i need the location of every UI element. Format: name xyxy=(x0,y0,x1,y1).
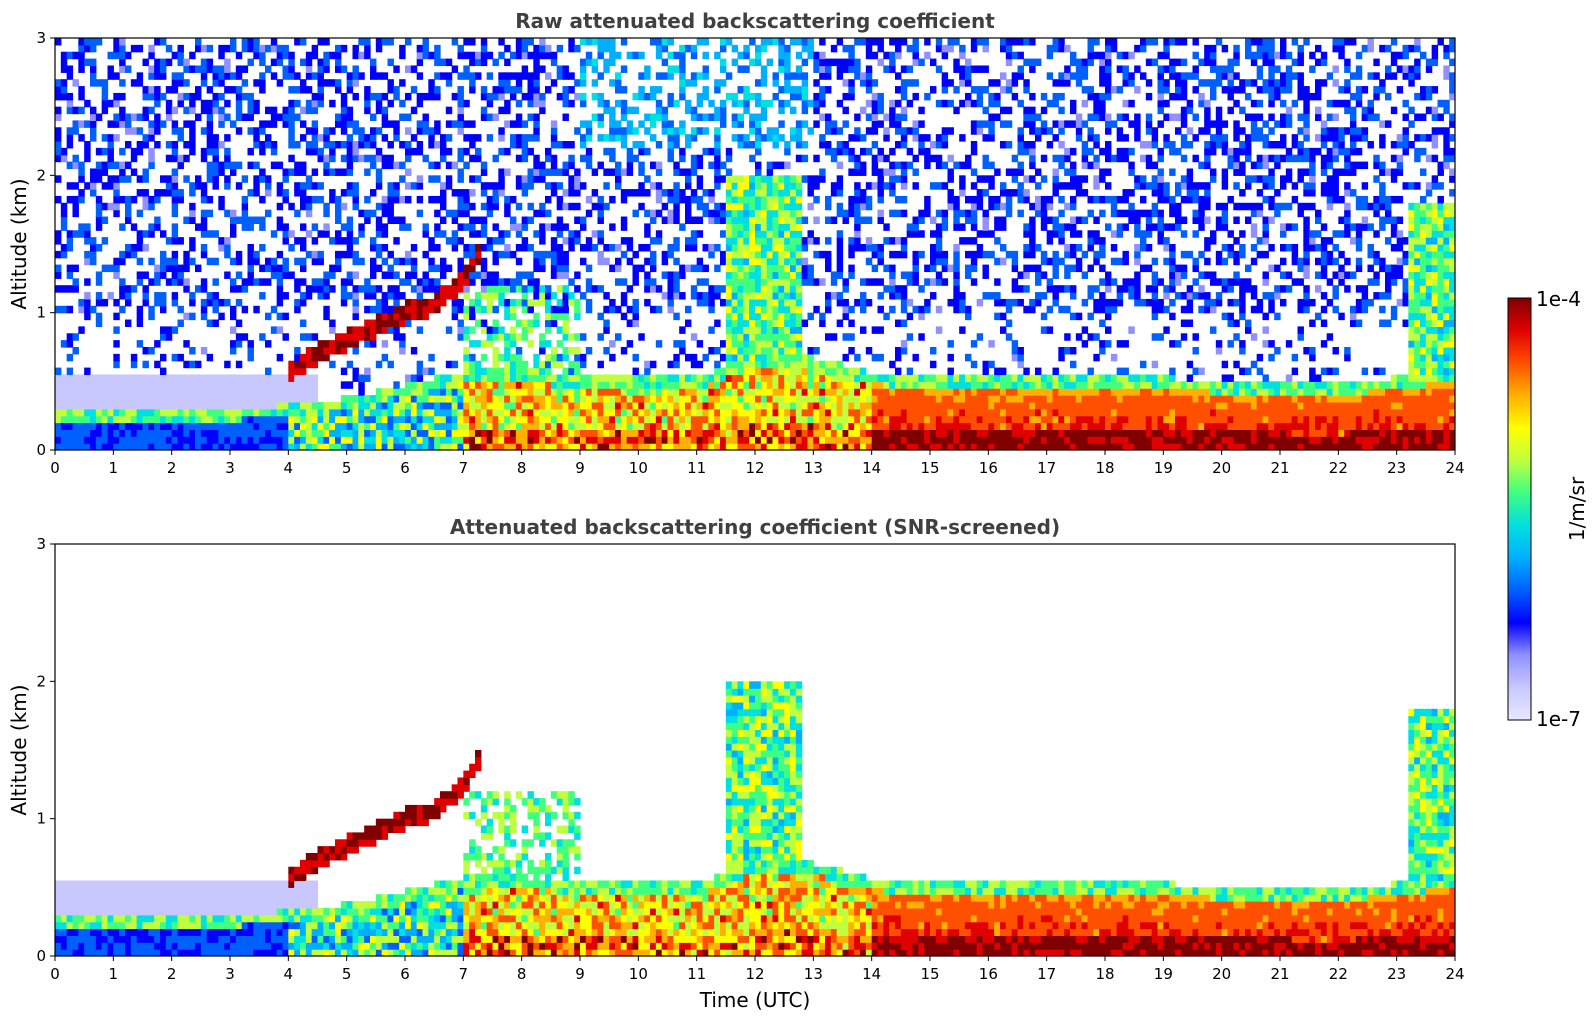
x-tick-label: 15 xyxy=(920,965,939,983)
x-tick-label: 12 xyxy=(745,965,764,983)
x-tick-label: 17 xyxy=(1037,459,1056,477)
x-tick-label: 24 xyxy=(1445,459,1464,477)
colorbar-unit-label: 1/m/sr xyxy=(1565,476,1589,541)
y-tick-label: 1 xyxy=(36,304,46,322)
x-tick-label: 8 xyxy=(517,965,527,983)
x-tick-label: 23 xyxy=(1387,459,1406,477)
x-tick-label: 13 xyxy=(804,459,823,477)
x-tick-label: 20 xyxy=(1212,459,1231,477)
x-tick-label: 3 xyxy=(225,459,235,477)
x-tick-label: 17 xyxy=(1037,965,1056,983)
x-tick-label: 3 xyxy=(225,965,235,983)
heatmap-raw xyxy=(55,38,1455,450)
x-tick-label: 16 xyxy=(979,965,998,983)
x-tick-label: 20 xyxy=(1212,965,1231,983)
x-tick-label: 2 xyxy=(167,965,177,983)
x-tick-label: 9 xyxy=(575,459,585,477)
y-axis-label: Altitude (km) xyxy=(7,178,31,309)
x-tick-label: 15 xyxy=(920,459,939,477)
x-tick-label: 13 xyxy=(804,965,823,983)
y-tick-label: 2 xyxy=(36,672,46,690)
y-tick-label: 1 xyxy=(36,810,46,828)
y-tick-label: 0 xyxy=(36,947,46,965)
x-tick-label: 5 xyxy=(342,965,352,983)
x-tick-label: 21 xyxy=(1270,459,1289,477)
x-tick-label: 22 xyxy=(1329,965,1348,983)
x-tick-label: 18 xyxy=(1095,459,1114,477)
x-tick-label: 14 xyxy=(862,965,881,983)
x-tick-label: 9 xyxy=(575,965,585,983)
x-tick-label: 10 xyxy=(629,459,648,477)
x-tick-label: 4 xyxy=(284,459,294,477)
colorbar-min-label: 1e-7 xyxy=(1536,707,1581,731)
panel-screened: Attenuated backscattering coefficient (S… xyxy=(7,515,1465,1012)
colorbar-gradient xyxy=(1507,297,1532,721)
x-tick-label: 22 xyxy=(1329,459,1348,477)
x-tick-label: 14 xyxy=(862,459,881,477)
x-tick-label: 10 xyxy=(629,965,648,983)
x-tick-label: 1 xyxy=(109,459,119,477)
x-axis: 0 1 2 3 4 5 6 7 8 9 10 11 12 13 14 15 16 17 18 19 20 21 22 23 24 xyxy=(50,450,1465,477)
x-tick-label: 6 xyxy=(400,459,410,477)
y-tick-label: 2 xyxy=(36,166,46,184)
colorbar: 1e-4 1e-7 1/m/sr xyxy=(1507,287,1589,731)
x-tick-label: 4 xyxy=(284,965,294,983)
colorbar-max-label: 1e-4 xyxy=(1536,287,1581,311)
x-axis: 0 1 2 3 4 5 6 7 8 9 10 11 12 13 14 15 16 17 18 19 20 21 22 23 24 xyxy=(50,956,1465,983)
chart-title: Raw attenuated backscattering coefficien… xyxy=(515,9,995,33)
x-tick-label: 2 xyxy=(167,459,177,477)
x-tick-label: 18 xyxy=(1095,965,1114,983)
x-tick-label: 21 xyxy=(1270,965,1289,983)
panel-raw: Raw attenuated backscattering coefficien… xyxy=(7,9,1465,477)
x-tick-label: 11 xyxy=(687,459,706,477)
y-axis: 0 1 2 3 xyxy=(36,29,55,459)
y-tick-label: 3 xyxy=(36,29,46,47)
x-tick-label: 0 xyxy=(50,459,60,477)
x-tick-label: 23 xyxy=(1387,965,1406,983)
y-axis-label: Altitude (km) xyxy=(7,684,31,815)
x-tick-label: 24 xyxy=(1445,965,1464,983)
x-tick-label: 5 xyxy=(342,459,352,477)
x-tick-label: 19 xyxy=(1154,965,1173,983)
y-tick-label: 0 xyxy=(36,441,46,459)
y-axis: 0 1 2 3 xyxy=(36,535,55,965)
x-tick-label: 1 xyxy=(109,965,119,983)
x-tick-label: 7 xyxy=(459,965,469,983)
x-tick-label: 8 xyxy=(517,459,527,477)
x-tick-label: 7 xyxy=(459,459,469,477)
y-tick-label: 3 xyxy=(36,535,46,553)
heatmap-screened xyxy=(55,681,1455,956)
x-tick-label: 11 xyxy=(687,965,706,983)
x-tick-label: 12 xyxy=(745,459,764,477)
x-tick-label: 0 xyxy=(50,965,60,983)
x-tick-label: 16 xyxy=(979,459,998,477)
x-axis-label: Time (UTC) xyxy=(699,988,811,1012)
x-tick-label: 19 xyxy=(1154,459,1173,477)
x-tick-label: 6 xyxy=(400,965,410,983)
chart-title: Attenuated backscattering coefficient (S… xyxy=(450,515,1060,539)
